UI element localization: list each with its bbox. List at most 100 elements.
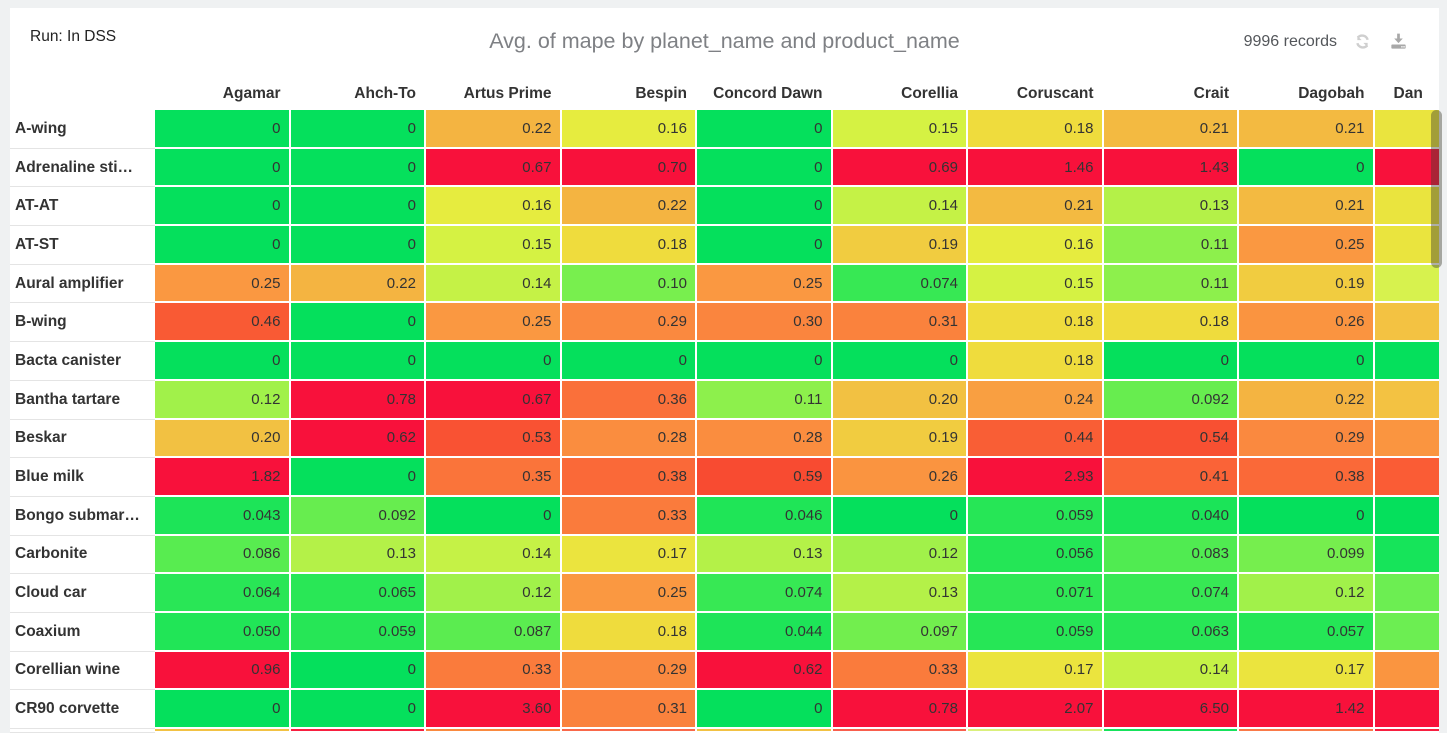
heatmap-cell: 0.074 <box>697 574 833 613</box>
heatmap-cell: 0.25 <box>561 574 697 613</box>
heatmap-cell: 0.15 <box>426 226 562 265</box>
heatmap-cell: 0 <box>1103 342 1239 381</box>
heatmap-cell: 0.31 <box>561 690 697 729</box>
row-label: AT-AT <box>10 187 155 227</box>
download-icon[interactable] <box>1388 31 1409 52</box>
heatmap-cell: 0.11 <box>1103 264 1239 304</box>
heatmap-cell: 0.18 <box>968 110 1104 149</box>
row-label: Blue milk <box>10 458 155 497</box>
heatmap-cell <box>426 729 562 733</box>
heatmap-cell: 2.07 <box>968 690 1104 729</box>
heatmap-cell: 1.42 <box>1239 690 1375 729</box>
refresh-icon[interactable] <box>1352 31 1373 52</box>
heatmap-cell: 1.43 <box>1103 148 1239 188</box>
heatmap-cell: 0.18 <box>968 342 1104 381</box>
heatmap-cell: 0.092 <box>290 496 426 536</box>
table-row: Coaxium 0.050 0.059 0.087 0.18 0.044 0.097 0.05… <box>10 612 1439 652</box>
heatmap-cell: 0 <box>290 690 426 729</box>
heatmap-cell: 0 <box>697 690 833 729</box>
heatmap-cell-partial <box>1374 264 1439 304</box>
heatmap-cell: 0.28 <box>697 419 833 459</box>
heatmap-cell <box>1103 729 1239 733</box>
column-header: Coruscant <box>1016 85 1094 102</box>
heatmap-cell: 0.22 <box>1239 380 1375 420</box>
heatmap-cell: 0.67 <box>426 380 562 420</box>
heatmap-cell: 0.097 <box>832 612 968 652</box>
heatmap-cell: 0.16 <box>426 187 562 227</box>
heatmap-cell: 0.19 <box>832 419 968 459</box>
run-status-label: Run: In DSS <box>30 28 117 45</box>
table-row: Aural amplifier 0.25 0.22 0.14 0.10 0.25 0.074… <box>10 264 1439 304</box>
column-header: Artus Prime <box>463 85 552 102</box>
heatmap-cell: 0.064 <box>155 574 291 613</box>
heatmap-cell: 0.78 <box>290 380 426 420</box>
table-row: Beskar 0.20 0.62 0.53 0.28 0.28 0.19 0.44 0.54 0.… <box>10 419 1439 459</box>
heatmap-cell: 0.25 <box>1239 226 1375 265</box>
column-header: Agamar <box>222 85 281 102</box>
heatmap-cell: 0 <box>155 226 291 265</box>
heatmap-cell: 0.29 <box>1239 419 1375 459</box>
heatmap-cell-partial <box>1374 303 1439 343</box>
heatmap-cell: 0.063 <box>1103 612 1239 652</box>
heatmap-cell: 0.69 <box>832 148 968 188</box>
heatmap-cell: 0.056 <box>968 535 1104 575</box>
heatmap-cell: 0 <box>290 342 426 381</box>
heatmap-cell: 0.17 <box>561 535 697 575</box>
heatmap-cell: 0 <box>832 342 968 381</box>
row-label: AT-ST <box>10 226 155 265</box>
row-label <box>10 729 155 733</box>
heatmap-cell-partial <box>1374 226 1439 265</box>
row-label: A-wing <box>10 110 155 149</box>
table-row: Bongo submar… 0.043 0.092 0 0.33 0.046 0 0.059 0… <box>10 496 1439 536</box>
heatmap-cell: 0.15 <box>968 264 1104 304</box>
heatmap-cell <box>697 729 833 733</box>
heatmap-cell: 0 <box>290 651 426 691</box>
heatmap-cell <box>968 729 1104 733</box>
heatmap-cell: 0.21 <box>968 187 1104 227</box>
heatmap-cell-partial <box>1374 651 1439 691</box>
heatmap-cell: 0.11 <box>697 380 833 420</box>
heatmap-cell: 0.043 <box>155 496 291 536</box>
heatmap-cell-partial <box>1374 496 1439 536</box>
heatmap-cell: 0.35 <box>426 458 562 497</box>
column-header-partial: Dan <box>1393 85 1423 102</box>
row-label: Beskar <box>10 419 155 459</box>
heatmap-cell: 0.54 <box>1103 419 1239 459</box>
heatmap-cell: 0 <box>697 110 833 149</box>
heatmap-cell: 0.15 <box>832 110 968 149</box>
heatmap-cell-partial <box>1374 148 1439 188</box>
heatmap-cell: 0.050 <box>155 612 291 652</box>
heatmap-cell: 0.21 <box>1103 110 1239 149</box>
heatmap-cell: 0.057 <box>1239 612 1375 652</box>
heatmap-cell: 0 <box>155 148 291 188</box>
column-header: Bespin <box>635 85 687 102</box>
table-row-partial <box>10 729 1439 733</box>
heatmap-cell: 0.046 <box>697 496 833 536</box>
heatmap-cell: 0 <box>290 303 426 343</box>
heatmap-cell: 0.13 <box>832 574 968 613</box>
heatmap-cell: 0.083 <box>1103 535 1239 575</box>
heatmap-grid: A-wing 0 0 0.22 0.16 0 0.15 0.18 0.21 0.21 Adrenal… <box>10 110 1439 733</box>
heatmap-cell: 0.059 <box>290 612 426 652</box>
heatmap-cell: 0.21 <box>1239 110 1375 149</box>
heatmap-cell: 0.12 <box>832 535 968 575</box>
heatmap-cell: 0.22 <box>561 187 697 227</box>
heatmap-cell: 0.18 <box>1103 303 1239 343</box>
heatmap-cell: 0.24 <box>968 380 1104 420</box>
heatmap-cell: 0.044 <box>697 612 833 652</box>
heatmap-cell: 0.16 <box>968 226 1104 265</box>
heatmap-cell-partial <box>1374 110 1439 149</box>
heatmap-cell: 0.78 <box>832 690 968 729</box>
heatmap-cell: 0.29 <box>561 303 697 343</box>
heatmap-cell: 0.28 <box>561 419 697 459</box>
heatmap-cell: 0 <box>832 496 968 536</box>
row-label: Bantha tartare <box>10 380 155 420</box>
heatmap-cell: 0.074 <box>1103 574 1239 613</box>
row-label: Adrenaline sti… <box>10 148 155 188</box>
vertical-scrollbar-thumb[interactable] <box>1431 110 1442 268</box>
table-row: CR90 corvette 0 0 3.60 0.31 0 0.78 2.07 6.50 1.42 <box>10 690 1439 729</box>
heatmap-cell: 0.087 <box>426 612 562 652</box>
heatmap-cell: 0.36 <box>561 380 697 420</box>
row-label: Cloud car <box>10 574 155 613</box>
heatmap-cell: 3.60 <box>426 690 562 729</box>
